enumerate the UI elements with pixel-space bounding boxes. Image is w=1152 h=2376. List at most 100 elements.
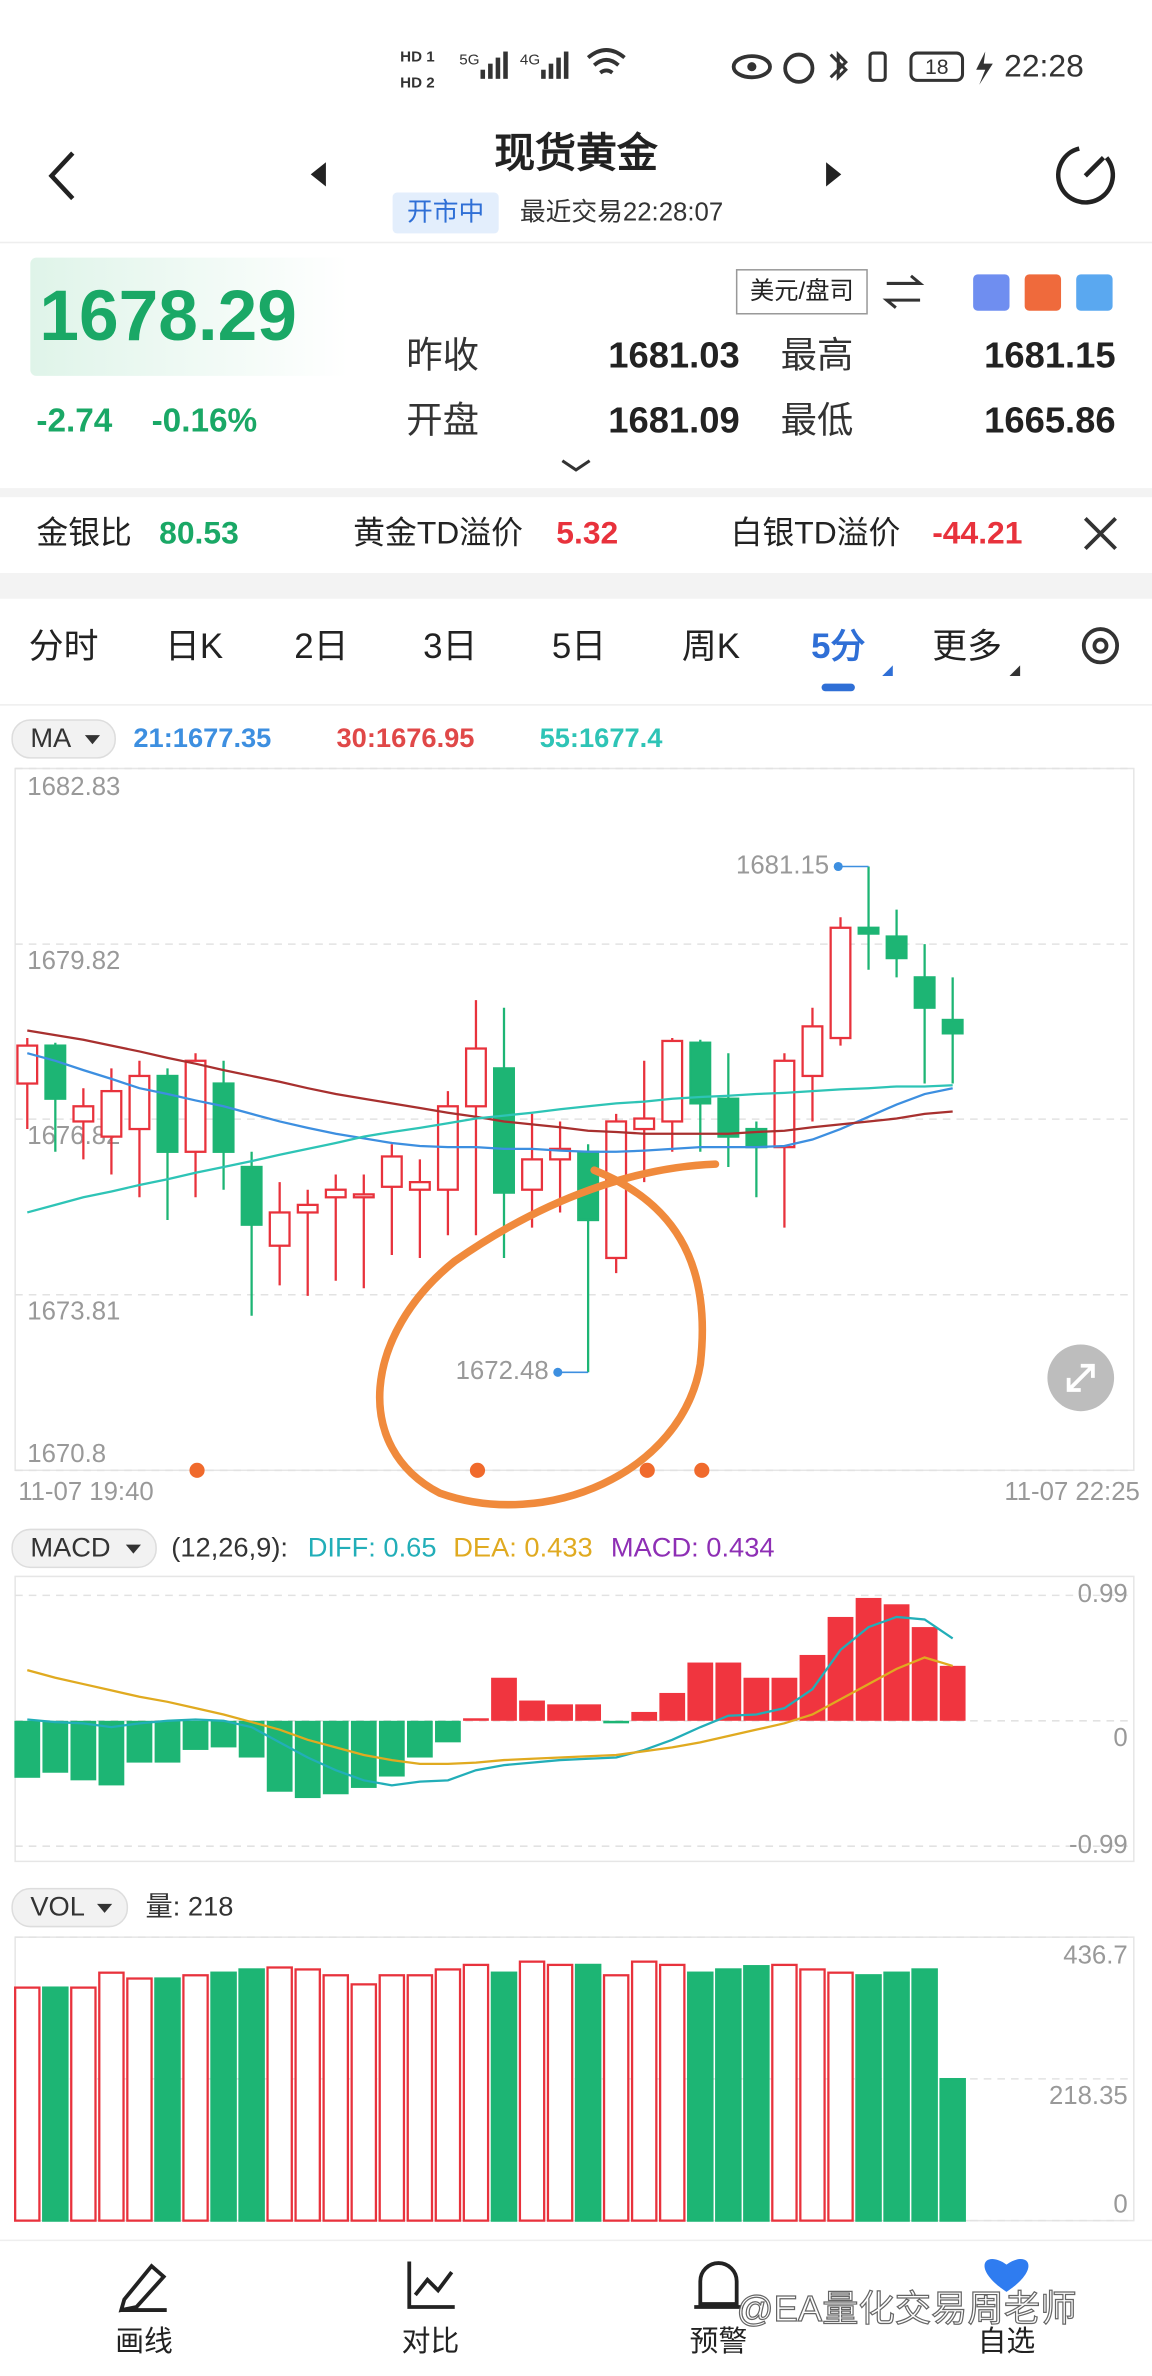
macd-bar <box>42 1720 69 1773</box>
tab-bar: 分时 日K 2日 3日 5日 周K 5分 更多 <box>29 627 1002 692</box>
indicator-pill[interactable] <box>11 1887 129 1928</box>
ratio-label: 黄金TD溢价 <box>353 514 523 550</box>
macd-bar <box>575 1704 602 1721</box>
volume-bar <box>294 1968 321 2222</box>
candle-body <box>773 1059 796 1149</box>
tab[interactable]: 更多 <box>932 627 1002 666</box>
nav-item[interactable]: 自选 <box>978 2326 1036 2358</box>
event-dot[interactable] <box>189 1462 205 1478</box>
candle-body <box>44 1044 67 1100</box>
macd-bar <box>659 1692 686 1721</box>
pill-caret <box>84 735 101 745</box>
macd-bar <box>182 1720 209 1750</box>
indicator-name: VOL <box>30 1891 85 1922</box>
extreme-dot <box>833 861 843 872</box>
next-button[interactable] <box>826 162 842 187</box>
nav-item[interactable]: 对比 <box>402 2326 460 2358</box>
unit-box[interactable] <box>735 269 868 315</box>
bluetooth-icon <box>829 50 848 81</box>
volume-bar <box>630 1960 658 2222</box>
volume-bar <box>462 1963 490 2222</box>
pill-caret <box>97 1903 113 1913</box>
tab-caret <box>882 665 893 677</box>
legend-entry: DEA: 0.433 <box>453 1531 592 1562</box>
event-dot[interactable] <box>469 1462 486 1478</box>
swap-icon[interactable] <box>882 274 925 309</box>
volume-bar <box>406 1974 434 2222</box>
candle-body <box>689 1041 712 1105</box>
x-tick-label: 11-07 22:25 <box>1004 1478 1140 1506</box>
legend-entry: MACD: 0.434 <box>611 1531 775 1562</box>
macd-bar <box>126 1720 153 1763</box>
refresh-button[interactable] <box>1056 146 1116 205</box>
event-dot[interactable] <box>694 1462 710 1478</box>
bottom-nav: 画线 对比 预警 自选 <box>115 2326 1035 2358</box>
volume-bar <box>911 1968 938 2222</box>
separator <box>0 572 1152 599</box>
last-trade: 最近交易22:28:07 <box>520 198 723 227</box>
macd-line <box>27 1615 954 1787</box>
indicator-name: MA <box>30 722 72 753</box>
settings-button[interactable] <box>1081 627 1120 665</box>
volume-bar <box>883 1971 910 2222</box>
tab[interactable]: 2日 <box>294 627 348 666</box>
tab[interactable]: 周K <box>682 627 740 666</box>
signal-bar <box>503 51 508 79</box>
candle-body <box>493 1067 515 1194</box>
candle-body <box>380 1155 403 1188</box>
macd-bar <box>715 1662 742 1721</box>
volume-bar <box>743 1965 770 2222</box>
y-tick-label: 436.7 <box>1063 1942 1127 1970</box>
x-tick-label: 11-07 19:40 <box>18 1478 154 1506</box>
indicator-pill[interactable] <box>11 719 116 759</box>
volume-bar <box>238 1968 265 2222</box>
nav-item[interactable]: 画线 <box>115 2326 173 2358</box>
candle-body <box>324 1188 347 1199</box>
volume-bar <box>574 1963 602 2222</box>
close-button[interactable] <box>1083 517 1117 551</box>
event-dot[interactable] <box>639 1462 655 1478</box>
candle-body <box>633 1117 656 1131</box>
candle-body <box>464 1047 487 1108</box>
ratio-value: -44.21 <box>932 514 1022 550</box>
volume-bar <box>210 1971 237 2222</box>
legend-entry: 21:1677.35 <box>133 722 271 753</box>
tab[interactable]: 5分 <box>811 627 865 666</box>
field-label: 开盘 <box>406 400 479 441</box>
signal-bar <box>548 63 554 79</box>
indicator-pill[interactable] <box>11 1528 157 1569</box>
tab[interactable]: 分时 <box>29 627 99 666</box>
signal-bar <box>495 57 501 79</box>
tab[interactable]: 5日 <box>552 627 606 666</box>
volume-bar <box>182 1974 209 2222</box>
macd-bar <box>266 1720 293 1792</box>
signal-bar <box>563 51 569 79</box>
legend-entry: DIFF: 0.65 <box>308 1531 437 1562</box>
y-tick-label: 0 <box>1113 1724 1127 1752</box>
tool-icon[interactable] <box>1024 274 1062 311</box>
fullscreen-button[interactable] <box>1047 1344 1115 1412</box>
back-button[interactable] <box>48 151 75 201</box>
candle-body <box>296 1203 319 1214</box>
tab[interactable]: 3日 <box>423 627 477 666</box>
candle-body <box>605 1120 628 1260</box>
prev-button[interactable] <box>310 162 326 187</box>
macd-bar <box>855 1597 882 1721</box>
candle-body <box>128 1074 151 1131</box>
expand-chevron[interactable] <box>561 459 591 472</box>
macd-bar <box>603 1720 630 1724</box>
nav-item[interactable]: 预警 <box>690 2326 748 2358</box>
macd-bar <box>463 1718 489 1721</box>
tab[interactable]: 日K <box>165 627 223 666</box>
extreme-label: 1672.48 <box>456 1357 549 1385</box>
y-tick-label: 0 <box>1113 2190 1127 2218</box>
macd-bar <box>435 1720 461 1743</box>
candle-body <box>801 1025 824 1078</box>
candle-body <box>156 1074 179 1153</box>
tool-icon[interactable] <box>1076 274 1113 311</box>
candle-body <box>829 926 852 1040</box>
tool-icon[interactable] <box>973 274 1010 311</box>
macd-bar <box>547 1704 573 1721</box>
volume-bar <box>771 1963 798 2222</box>
volume-bar <box>322 1974 350 2222</box>
